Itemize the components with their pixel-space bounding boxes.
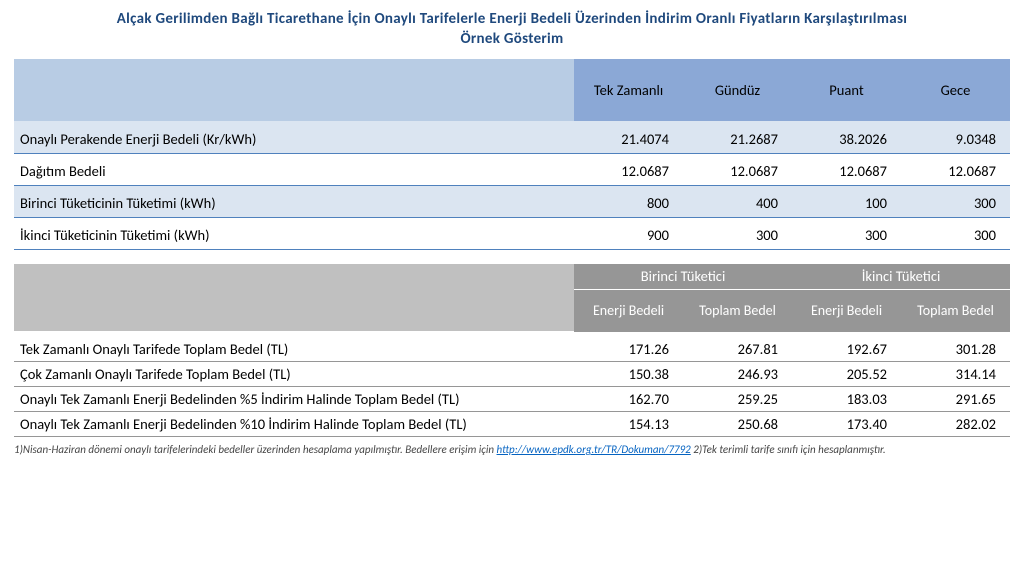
t2-sub-1: Toplam Bedel: [683, 290, 792, 332]
t1-cell: 300: [792, 217, 901, 249]
footnote-part-1: 1)Nisan-Haziran dönemi onaylı tarifeleri…: [14, 443, 497, 456]
t1-h0: Tek Zamanlı: [574, 59, 683, 121]
t2-cell: 183.03: [792, 387, 901, 412]
t2-cell: 314.14: [901, 362, 1010, 387]
t1-cell: 12.0687: [901, 153, 1010, 185]
comparison-table: Birinci Tüketici İkinci Tüketici Enerji …: [14, 264, 1010, 438]
t1-cell: 300: [901, 185, 1010, 217]
t2-cell: 150.38: [574, 362, 683, 387]
footnote: 1)Nisan-Haziran dönemi onaylı tarifeleri…: [14, 443, 1010, 456]
footnote-link[interactable]: http://www.epdk.org.tr/TR/Dokuman/7792: [497, 443, 691, 456]
t2-cell: 259.25: [683, 387, 792, 412]
t2-sub-0: Enerji Bedeli: [574, 290, 683, 332]
t1-cell: 800: [574, 185, 683, 217]
t2-group-0: Birinci Tüketici: [574, 264, 792, 290]
t2-row-label: Onaylı Tek Zamanlı Enerji Bedelinden %5 …: [14, 387, 574, 412]
t1-row-label: Birinci Tüketicinin Tüketimi (kWh): [14, 185, 574, 217]
t2-cell: 250.68: [683, 412, 792, 437]
t2-cell: 162.70: [574, 387, 683, 412]
title-line-1: Alçak Gerilimden Bağlı Ticarethane İçin …: [117, 10, 908, 28]
t2-cell: 171.26: [574, 332, 683, 362]
t2-cell: 192.67: [792, 332, 901, 362]
t1-row-label: Dağıtım Bedeli: [14, 153, 574, 185]
t1-cell: 100: [792, 185, 901, 217]
t1-cell: 21.2687: [683, 121, 792, 153]
t1-cell: 9.0348: [901, 121, 1010, 153]
footnote-part-2: 2)Tek terimli tarife sınıfı için hesapla…: [691, 443, 886, 456]
t1-row-label: İkinci Tüketicinin Tüketimi (kWh): [14, 217, 574, 249]
t1-h3: Gece: [901, 59, 1010, 121]
t2-cell: 282.02: [901, 412, 1010, 437]
t1-cell: 12.0687: [683, 153, 792, 185]
t1-h2: Puant: [792, 59, 901, 121]
t2-cell: 246.93: [683, 362, 792, 387]
t2-sub-2: Enerji Bedeli: [792, 290, 901, 332]
t1-h1: Gündüz: [683, 59, 792, 121]
t1-corner: [14, 59, 574, 121]
t2-cell: 205.52: [792, 362, 901, 387]
t2-corner: [14, 264, 574, 332]
t1-cell: 21.4074: [574, 121, 683, 153]
t1-cell: 400: [683, 185, 792, 217]
t1-cell: 300: [683, 217, 792, 249]
t2-cell: 173.40: [792, 412, 901, 437]
t1-cell: 12.0687: [792, 153, 901, 185]
t1-cell: 38.2026: [792, 121, 901, 153]
t1-row-label: Onaylı Perakende Enerji Bedeli (Kr/kWh): [14, 121, 574, 153]
t2-row-label: Çok Zamanlı Onaylı Tarifede Toplam Bedel…: [14, 362, 574, 387]
t1-cell: 900: [574, 217, 683, 249]
t2-row-label: Onaylı Tek Zamanlı Enerji Bedelinden %10…: [14, 412, 574, 437]
title-line-2: Örnek Gösterim: [460, 30, 563, 48]
t2-cell: 267.81: [683, 332, 792, 362]
t2-row-label: Tek Zamanlı Onaylı Tarifede Toplam Bedel…: [14, 332, 574, 362]
t1-cell: 12.0687: [574, 153, 683, 185]
page-title: Alçak Gerilimden Bağlı Ticarethane İçin …: [14, 10, 1010, 49]
t2-cell: 301.28: [901, 332, 1010, 362]
t2-group-1: İkinci Tüketici: [792, 264, 1010, 290]
tariff-table: Tek Zamanlı Gündüz Puant Gece Onaylı Per…: [14, 59, 1010, 250]
t1-cell: 300: [901, 217, 1010, 249]
t2-sub-3: Toplam Bedel: [901, 290, 1010, 332]
t2-cell: 154.13: [574, 412, 683, 437]
t2-cell: 291.65: [901, 387, 1010, 412]
